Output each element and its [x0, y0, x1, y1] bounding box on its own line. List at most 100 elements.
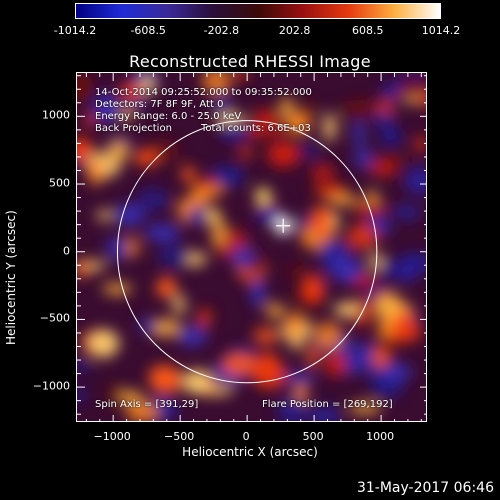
heatmap-blob [181, 165, 196, 184]
heatmap-blob [351, 350, 365, 370]
heatmap-blob [140, 74, 156, 95]
heatmap-blob [144, 223, 181, 242]
y-tick-label: −1000 [32, 379, 70, 393]
heatmap-blob [266, 303, 285, 318]
x-tick-label: −500 [164, 430, 195, 443]
heatmap-blob [301, 144, 321, 157]
heatmap-blob [352, 120, 366, 146]
spin-axis-label: Spin Axis = [391,29] [95, 399, 199, 410]
heatmap-blob [252, 360, 287, 389]
heatmap-blob [382, 363, 412, 381]
heatmap-blob [415, 136, 426, 152]
heatmap-blob [197, 308, 212, 327]
heatmap-blob [95, 92, 118, 122]
x-tick-label: 500 [302, 430, 324, 443]
colorbar [75, 3, 441, 19]
heatmap-blob [300, 101, 317, 116]
heatmap-image [77, 73, 426, 421]
heatmap-blob [196, 178, 218, 189]
heatmap-blob [302, 275, 325, 302]
y-tick-label: 0 [63, 244, 70, 258]
heatmap-blob [83, 114, 97, 127]
heatmap-blob [125, 401, 159, 421]
heatmap-blob [77, 138, 93, 162]
heatmap-blob [177, 325, 208, 347]
colorbar-tick-label: -608.5 [130, 24, 166, 37]
heatmap-blob [308, 404, 341, 421]
heatmap-blob [77, 258, 89, 280]
heatmap-blob [255, 205, 282, 224]
heatmap-blob [187, 205, 212, 226]
heatmap-blob [246, 123, 269, 139]
detectors-label: Detectors: 7F 8F 9F, Att 0 [95, 99, 224, 110]
heatmap-blob [379, 127, 403, 147]
heatmap-blob [403, 73, 419, 101]
colorbar-tick-label: 1014.2 [421, 24, 461, 37]
heatmap-blob [202, 385, 234, 396]
solar-limb-circle [116, 120, 378, 384]
heatmap-blob [310, 205, 334, 236]
heatmap-blob [239, 147, 253, 158]
colorbar-tick-label: 608.5 [352, 24, 384, 37]
heatmap-blob [392, 204, 422, 220]
heatmap-blob [327, 194, 358, 206]
bright-source [206, 208, 221, 223]
heatmap-blob [267, 140, 301, 168]
heatmap-blob [118, 390, 143, 404]
heatmap-blob [280, 97, 294, 120]
y-tick-label: 500 [49, 176, 70, 190]
heatmap-blob [286, 266, 310, 277]
heatmap-blob [221, 352, 258, 376]
timestamp: 31-May-2017 06:46 [356, 480, 494, 496]
heatmap-blob [353, 145, 375, 170]
heatmap-blob [210, 165, 245, 187]
energy-range-label: Energy Range: 6.0 - 25.0 keV [95, 111, 242, 122]
heatmap-blob [404, 166, 426, 196]
total-counts-label: Total counts: 6.6E+03 [201, 123, 311, 134]
heatmap-blob [378, 319, 396, 337]
heatmap-blob [342, 99, 377, 120]
heatmap-blob [156, 277, 177, 298]
method-label: Back Projection [95, 123, 172, 134]
heatmap-blob [324, 351, 347, 377]
heatmap-blob [233, 73, 248, 80]
heatmap-blob [102, 283, 133, 295]
y-tick-label: 1000 [42, 108, 70, 122]
heatmap-blob [375, 293, 404, 321]
heatmap-blob [211, 219, 226, 247]
heatmap-blob [158, 244, 191, 269]
colorbar-tick-label: -1014.2 [53, 24, 97, 37]
y-tick-label: −500 [39, 311, 70, 325]
heatmap-blob [87, 329, 120, 358]
heatmap-blob [318, 239, 346, 264]
heatmap-blob [108, 382, 124, 407]
heatmap-blob [231, 246, 256, 268]
heatmap-blob [119, 82, 143, 101]
heatmap-blob [315, 187, 349, 198]
x-tick-label: −1000 [93, 430, 131, 443]
chart-title: Reconstructed RHESSI Image [129, 52, 371, 71]
heatmap-blob [77, 360, 94, 371]
heatmap-blob [77, 73, 94, 103]
heatmap-blob [419, 78, 426, 95]
heatmap-blob [306, 343, 319, 369]
heatmap-blob [89, 159, 102, 187]
heatmap-blob [419, 252, 426, 273]
heatmap-blob [364, 190, 380, 204]
heatmap-blob [382, 153, 410, 164]
heatmap-blob [333, 302, 361, 317]
heatmap-blob [348, 402, 382, 414]
heatmap-blob [219, 120, 248, 142]
heatmap-blob [372, 347, 390, 369]
heatmap-blob [282, 371, 316, 386]
heatmap-blob [372, 110, 396, 128]
heatmap-blob [149, 369, 183, 394]
heatmap-blob [202, 73, 231, 95]
colorbar-tick-label: 202.8 [278, 24, 311, 37]
heatmap-blob [277, 396, 308, 421]
plot-area: 14-Oct-2014 09:25:52.000 to 09:35:52.000… [76, 72, 427, 422]
heatmap-blob [372, 220, 393, 235]
x-axis-label: Heliocentric X (arcsec) [182, 445, 318, 459]
heatmap-blob [96, 209, 113, 222]
y-axis-label: Heliocentric Y (arcsec) [4, 210, 18, 345]
